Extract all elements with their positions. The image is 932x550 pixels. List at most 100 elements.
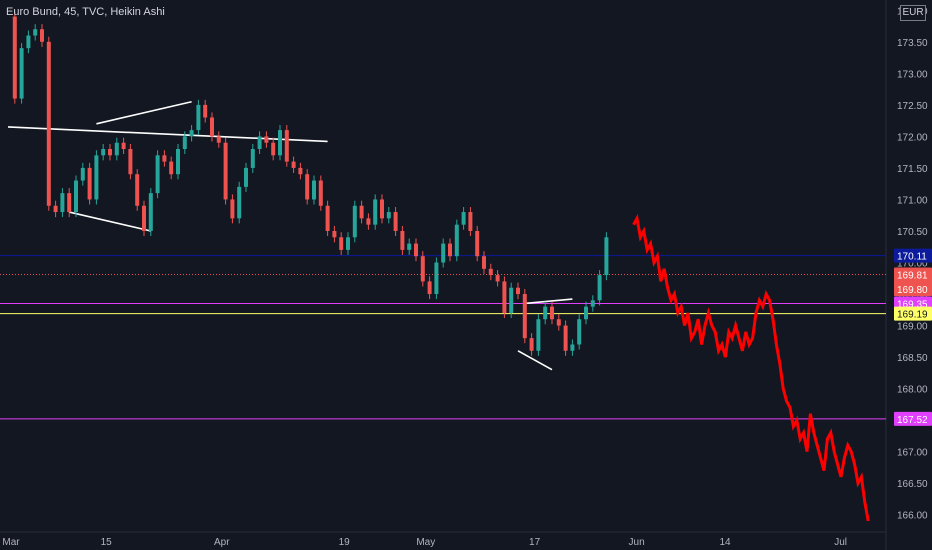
candle-body (257, 136, 262, 150)
x-tick-label: 14 (719, 537, 731, 548)
y-tick-label: 173.00 (897, 69, 928, 80)
candle-body (60, 193, 65, 213)
candle-body (114, 142, 119, 156)
candle-body (40, 29, 44, 42)
y-tick-label: 171.50 (897, 164, 928, 175)
candle-body (346, 237, 350, 250)
candle-body (597, 275, 602, 301)
y-tick-label: 173.50 (897, 38, 928, 49)
y-tick-label: 172.00 (897, 132, 928, 143)
candle-body (441, 243, 446, 263)
x-tick-label: Apr (214, 537, 230, 548)
candle-body (19, 48, 24, 99)
candle-body (244, 167, 248, 187)
candle-body (516, 287, 520, 295)
candle-body (230, 199, 235, 219)
candle-body (94, 155, 99, 200)
candle-body (414, 243, 418, 257)
y-tick-label: 166.50 (897, 479, 928, 490)
extra-tag-bg (894, 282, 932, 297)
candle-body (359, 205, 364, 219)
candle-body (522, 294, 527, 339)
candle-body (271, 142, 276, 156)
y-tick-label: 166.00 (897, 511, 928, 522)
x-tick-label: May (416, 537, 435, 548)
candle-body (33, 29, 38, 36)
candle-body (278, 130, 282, 156)
candle-body (488, 268, 493, 276)
projection-line (632, 213, 870, 522)
candle-body (318, 180, 323, 206)
trendline[interactable] (517, 350, 553, 371)
candle-body (563, 325, 568, 351)
x-tick-label: 19 (339, 537, 351, 548)
candle-body (373, 199, 378, 225)
trendline[interactable] (96, 100, 192, 125)
candle-body (332, 230, 337, 238)
y-tick-label: 172.50 (897, 101, 928, 112)
candle-body (502, 281, 507, 313)
candle-body (475, 230, 480, 257)
level-tag: 167.52 (897, 415, 928, 426)
candle-body (108, 149, 112, 156)
level-tag-bg (894, 411, 932, 426)
level-tag: 169.19 (897, 310, 928, 321)
candle-body (46, 41, 51, 206)
level-tag: 169.35 (897, 299, 928, 310)
level-tag-bg (894, 248, 932, 263)
candle-body (454, 224, 459, 257)
candle-body (264, 136, 269, 143)
y-tick-label: 171.00 (897, 195, 928, 206)
candle-body (420, 256, 425, 282)
candle-body (142, 205, 146, 231)
candle-body (74, 180, 78, 213)
x-tick-label: 15 (101, 537, 113, 548)
extra-tag: 169.80 (897, 285, 928, 296)
candle-body (189, 130, 194, 137)
x-tick-label: Mar (2, 537, 20, 548)
candle-body (536, 319, 541, 351)
candle-body (169, 161, 174, 175)
candle-body (352, 205, 357, 238)
candle-body (203, 104, 208, 118)
candle-body (80, 167, 85, 181)
trendline[interactable] (69, 211, 151, 232)
candle-body (556, 319, 561, 326)
candle-body (550, 306, 554, 320)
candle-body (407, 243, 412, 250)
level-tag: 170.11 (897, 252, 927, 263)
x-tick-label: Jul (834, 537, 847, 548)
currency-badge[interactable]: EUR (900, 5, 926, 21)
y-tick-label: 169.00 (897, 322, 928, 333)
candle-body (155, 155, 160, 194)
candle-body (162, 155, 167, 162)
candle-body (482, 256, 486, 269)
candle-body (298, 167, 303, 175)
candle-body (223, 142, 228, 200)
x-tick-label: 17 (529, 537, 541, 548)
candle-body (12, 16, 17, 99)
candle-body (216, 136, 221, 143)
candle-body (543, 306, 548, 320)
candle-body (325, 205, 330, 231)
candle-body (509, 287, 514, 313)
candle-body (380, 199, 384, 219)
candle-body (305, 174, 310, 200)
trendline[interactable] (7, 126, 328, 143)
candle-body (434, 262, 439, 295)
candle-body (250, 149, 255, 168)
candle-body (210, 117, 214, 137)
candle-body (312, 180, 316, 200)
candle-body (529, 338, 534, 351)
candle-body (570, 344, 575, 351)
y-tick-label: 168.00 (897, 385, 928, 396)
candle-body (577, 319, 582, 345)
candle-body (128, 149, 133, 175)
candle-body (427, 281, 432, 295)
trendline[interactable] (524, 298, 573, 305)
candle-body (237, 186, 242, 219)
candle-body (53, 205, 58, 213)
candle-body (590, 300, 595, 307)
candle-body (135, 174, 140, 206)
